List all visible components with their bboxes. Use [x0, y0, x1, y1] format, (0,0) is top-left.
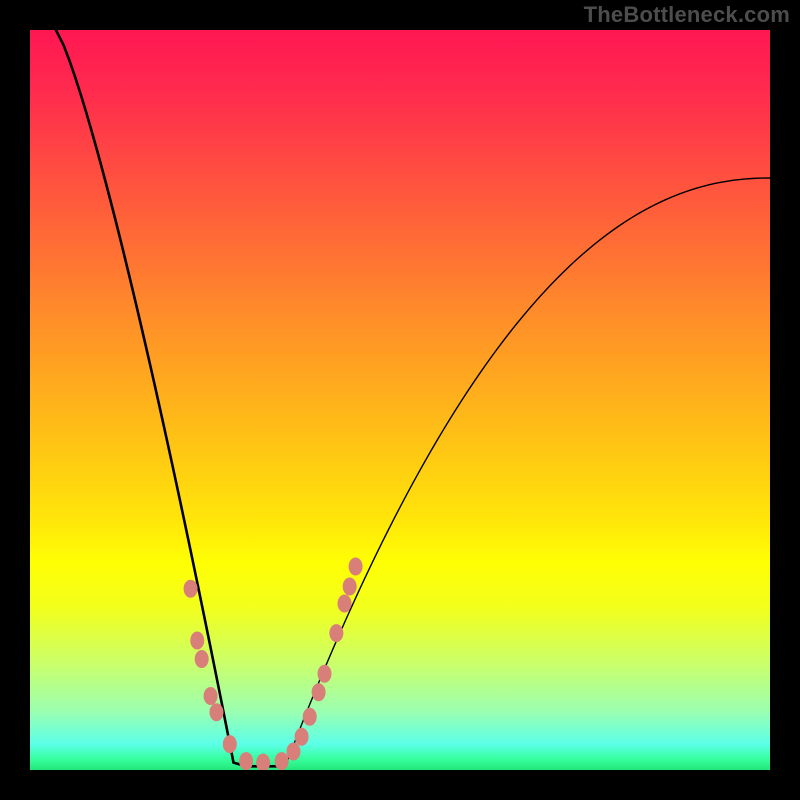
data-marker	[295, 728, 309, 746]
data-marker	[184, 580, 198, 598]
data-marker	[318, 665, 332, 683]
chart-frame: TheBottleneck.com	[0, 0, 800, 800]
plot-area	[30, 30, 770, 770]
data-marker	[275, 752, 289, 770]
data-marker	[312, 683, 326, 701]
watermark-text: TheBottleneck.com	[584, 2, 790, 28]
data-marker	[329, 624, 343, 642]
data-marker	[343, 577, 357, 595]
data-marker	[349, 558, 363, 576]
data-marker	[303, 708, 317, 726]
data-marker	[286, 743, 300, 761]
data-marker	[204, 687, 218, 705]
gradient-background	[30, 30, 770, 770]
data-marker	[195, 650, 209, 668]
data-marker	[239, 752, 253, 770]
data-marker	[190, 632, 204, 650]
data-marker	[209, 703, 223, 721]
v-curve-svg	[30, 30, 770, 770]
data-marker	[338, 595, 352, 613]
data-marker	[223, 735, 237, 753]
